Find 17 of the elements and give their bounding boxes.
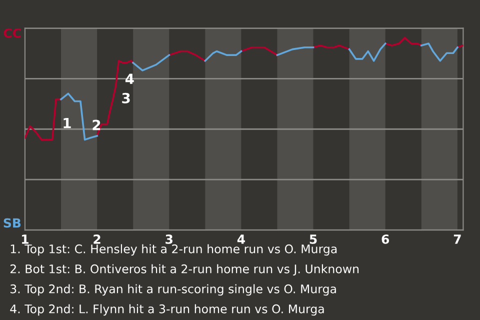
x-tick-label: 4 bbox=[237, 234, 245, 244]
annotation: 2 bbox=[92, 120, 100, 130]
x-tick-label: 2 bbox=[94, 234, 100, 244]
text: 3. Top 2nd: B. Ryan hit a run-scoring single vs O. Murga bbox=[10, 284, 336, 296]
text: 2. Bot 1st: B. Ontiveros hit a 2-run home run vs J. Unknown bbox=[10, 264, 359, 276]
x-tick-label: 5 bbox=[310, 234, 317, 244]
x-tick-label: 6 bbox=[382, 234, 390, 244]
annotation: 4 bbox=[125, 74, 134, 84]
annotation: 3 bbox=[122, 92, 130, 104]
text: CC bbox=[4, 28, 21, 38]
x-tick-label: 3 bbox=[166, 234, 172, 244]
text: 1. Top 1st: C. Hensley hit a 2-run home run vs O. Murga bbox=[10, 244, 337, 256]
text: 4. Top 2nd: L. Flynn hit a 3-run home run vs O. Murga bbox=[10, 304, 324, 316]
x-tick-label: 1 bbox=[22, 234, 28, 244]
x-tick-label: 7 bbox=[454, 234, 461, 244]
annotation: 1 bbox=[64, 118, 71, 128]
text: SB bbox=[4, 218, 21, 228]
